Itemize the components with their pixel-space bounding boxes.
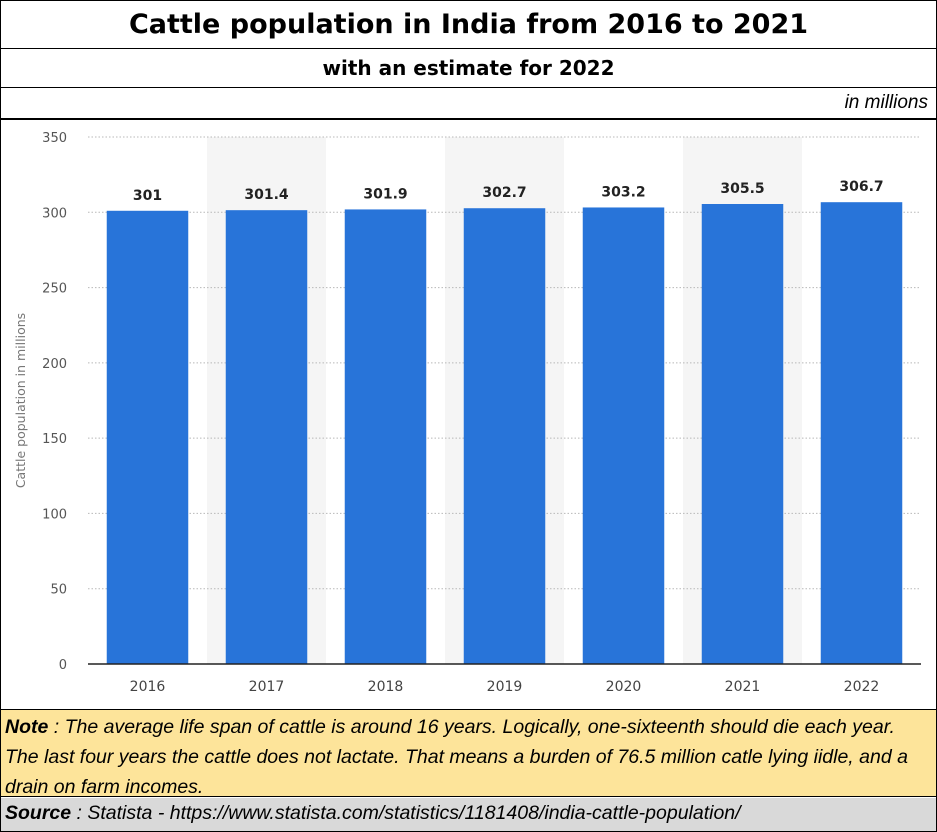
x-tick-label: 2018 — [368, 679, 404, 695]
data-label: 306.7 — [839, 179, 883, 195]
bar-2018 — [344, 209, 427, 664]
data-label: 301.4 — [244, 187, 289, 203]
data-label: 302.7 — [482, 185, 526, 201]
y-tick-label: 200 — [42, 357, 67, 372]
title-text: Cattle population in India from 2016 to … — [128, 9, 809, 40]
y-tick-label: 100 — [42, 507, 67, 522]
unit-row: in millions — [1, 88, 936, 120]
x-tick-label: 2021 — [725, 679, 761, 695]
note-label: Note — [5, 716, 49, 738]
chart-subtitle: with an estimate for 2022 — [1, 48, 936, 88]
x-tick-label: 2022 — [844, 679, 880, 695]
bar-2017 — [225, 210, 308, 664]
x-tick-label: 2016 — [130, 679, 166, 695]
y-tick-label: 300 — [42, 206, 67, 221]
y-tick-label: 150 — [42, 432, 67, 447]
subtitle-text: with an estimate for 2022 — [322, 55, 615, 80]
bar-2019 — [463, 208, 546, 664]
chart-area: 0 50 100 150 200 250 300 350 Cattle population i… — [1, 120, 936, 708]
chart-title: Cattle population in India from 2016 to … — [1, 1, 936, 49]
note-box: Note : The average life span of cattle i… — [1, 709, 936, 798]
source-label: Source — [5, 802, 72, 824]
x-tick-label: 2017 — [249, 679, 285, 695]
y-tick-label: 250 — [42, 282, 67, 297]
bar-2016 — [106, 210, 189, 664]
data-label: 301 — [133, 188, 162, 204]
y-tick-label: 0 — [59, 658, 67, 673]
source-text: : Statista - https://www.statista.com/st… — [76, 802, 741, 824]
bar-chart: 0 50 100 150 200 250 300 350 Cattle population i… — [13, 131, 921, 695]
data-label: 301.9 — [363, 186, 407, 202]
data-label: 305.5 — [720, 181, 764, 197]
y-tick-label: 50 — [50, 583, 67, 598]
note-text: : The average life span of cattle is aro… — [5, 716, 908, 798]
bar-2022 — [820, 202, 903, 664]
x-tick-label: 2020 — [606, 679, 642, 695]
bar-2020 — [582, 207, 665, 664]
source-box: Source : Statista - https://www.statista… — [1, 798, 936, 831]
y-tick-label: 350 — [42, 131, 67, 146]
y-axis-label: Cattle population in millions — [13, 313, 28, 488]
x-tick-label: 2019 — [487, 679, 523, 695]
unit-note: in millions — [844, 92, 928, 113]
data-label: 303.2 — [601, 184, 645, 200]
bar-2021 — [701, 204, 784, 665]
